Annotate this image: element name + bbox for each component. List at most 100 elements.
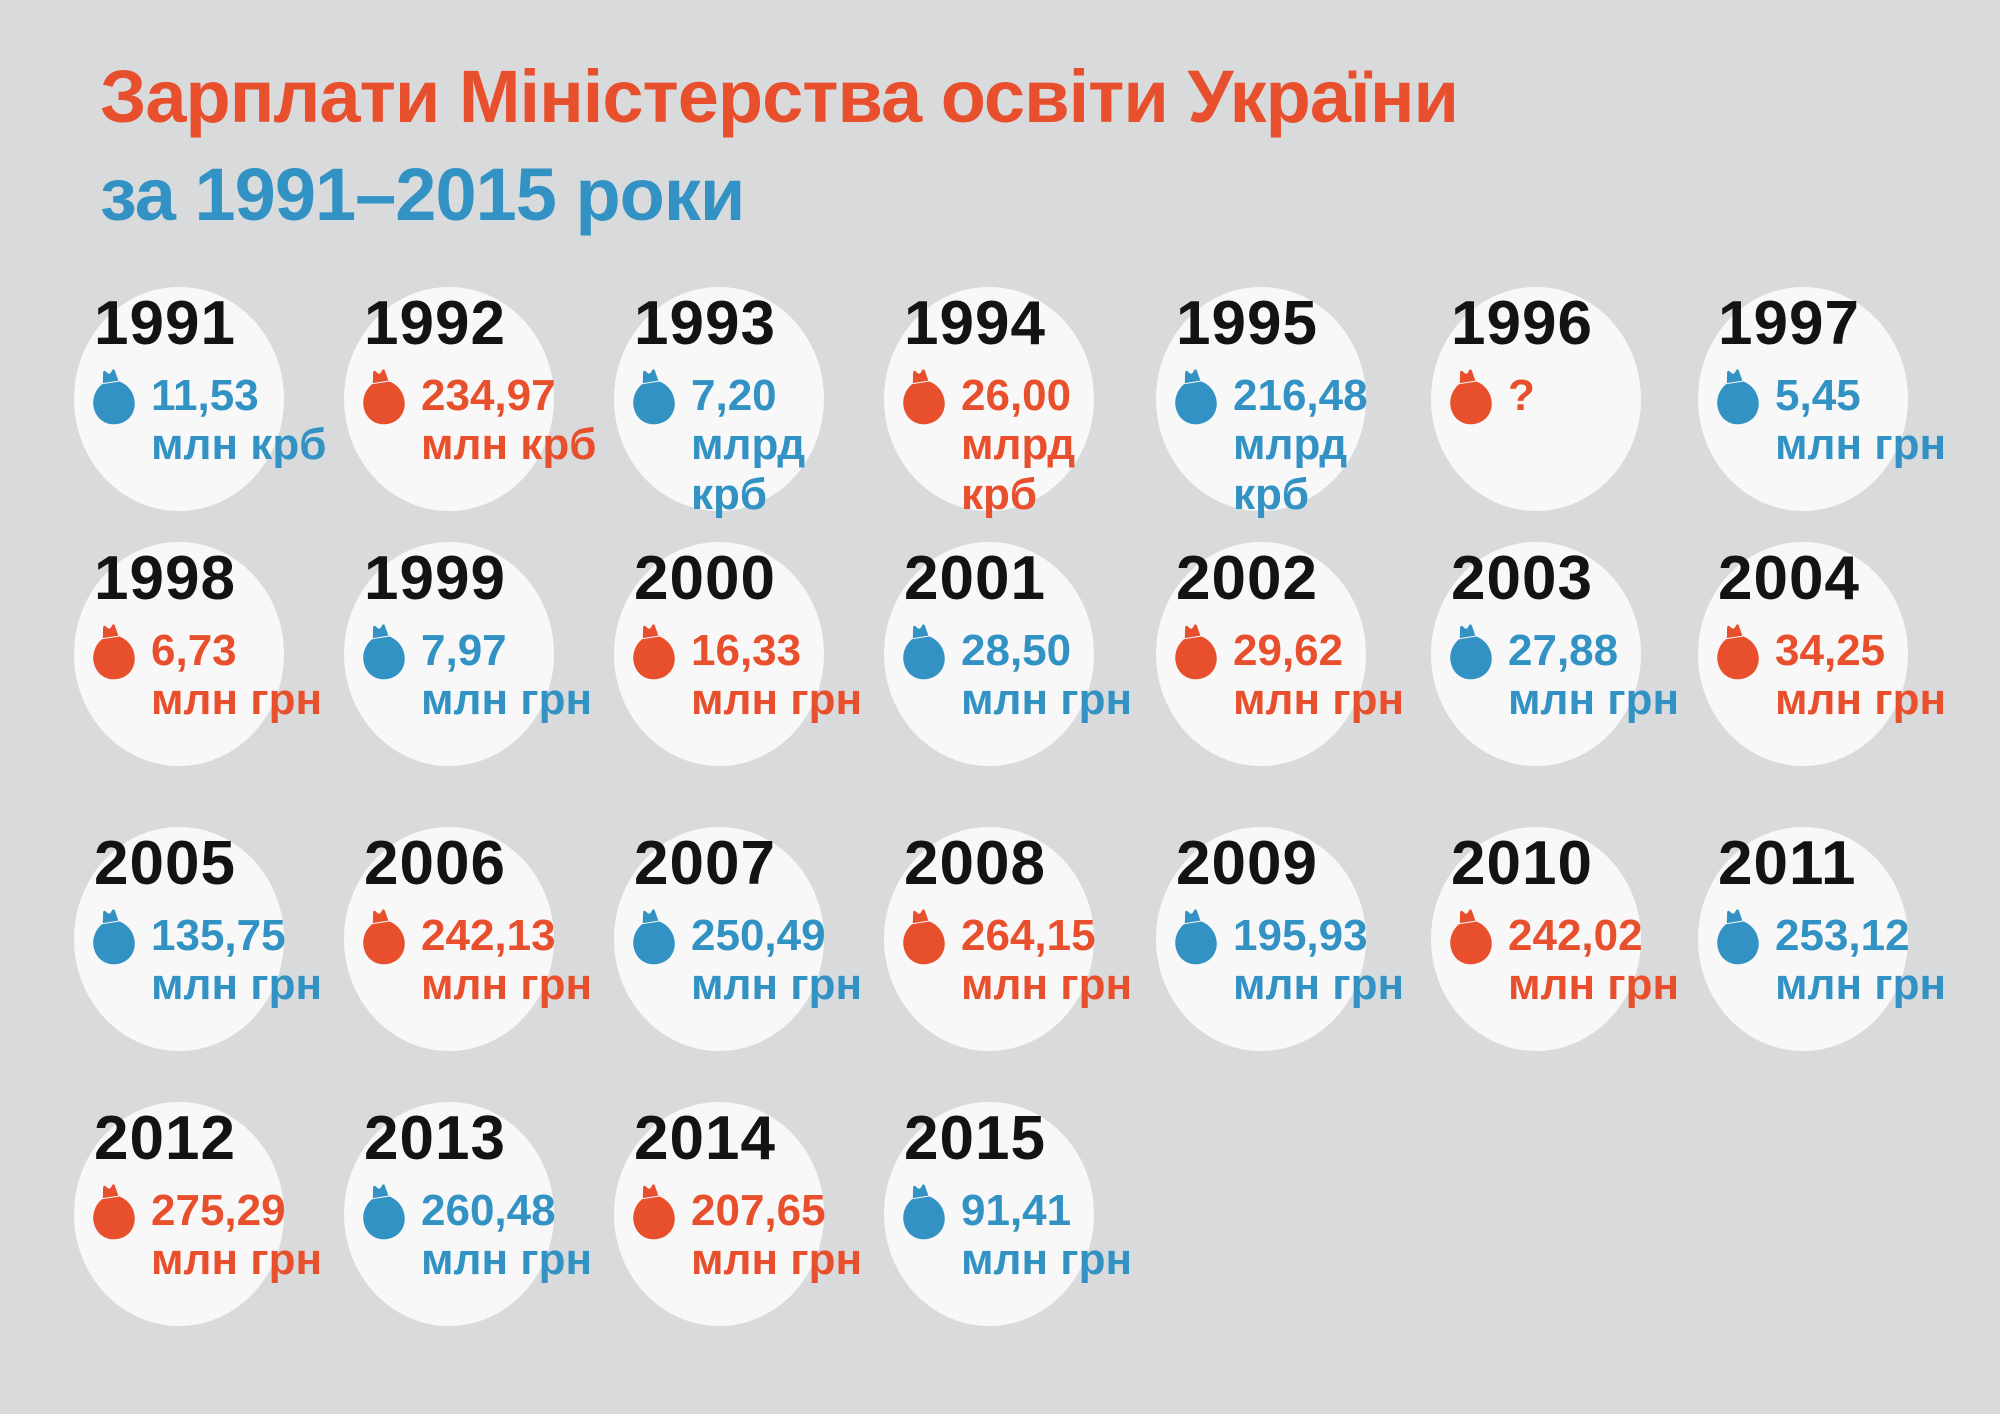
salary-unit: млрд: [691, 420, 806, 470]
salary-value: 91,41: [961, 1186, 1072, 1235]
year-label: 2009: [1176, 829, 1318, 898]
money-bag-icon: [1450, 909, 1492, 965]
salary-unit: млрд: [961, 420, 1076, 470]
salary-amount: 216,48 млрд крб: [1233, 371, 1368, 519]
salary-unit: млн грн: [151, 1235, 323, 1285]
salary-unit: млн грн: [421, 675, 593, 725]
salary-value: 216,48: [1233, 371, 1368, 420]
money-bag-icon: [903, 624, 945, 680]
year-card-2013: 2013 260,48 млн грн: [344, 1102, 628, 1378]
year-label: 2015: [904, 1104, 1046, 1173]
year-card-1993: 1993 7,20 млрд крб: [614, 287, 898, 563]
title-line-1: Зарплати Міністерства освіти України: [100, 55, 1459, 138]
year-label: 1994: [904, 289, 1046, 358]
money-bag-icon: [93, 1184, 135, 1240]
money-bag-icon: [363, 909, 405, 965]
year-card-2005: 2005 135,75 млн грн: [74, 827, 358, 1103]
money-bag-icon: [1450, 369, 1492, 425]
salary-value: 264,15: [961, 911, 1096, 960]
money-bag-icon: [93, 369, 135, 425]
salary-value-row: 135,75 млн грн: [88, 909, 358, 1010]
money-bag-icon: [633, 909, 675, 965]
infographic-title: Зарплати Міністерства освіти України за …: [100, 48, 1459, 243]
salary-unit: млрд: [1233, 420, 1348, 470]
salary-value: 11,53: [151, 371, 259, 420]
money-bag-icon: [633, 369, 675, 425]
salary-amount: 29,62 млн грн: [1233, 626, 1404, 725]
salary-unit: млн грн: [151, 960, 323, 1010]
salary-value-row: 11,53 млн крб: [88, 369, 358, 470]
salary-amount: 28,50 млн грн: [961, 626, 1132, 725]
year-card-2007: 2007 250,49 млн грн: [614, 827, 898, 1103]
salary-value-row: 250,49 млн грн: [628, 909, 898, 1010]
salary-value: 260,48: [421, 1186, 556, 1235]
year-card-2006: 2006 242,13 млн грн: [344, 827, 628, 1103]
year-card-1996: 1996?: [1431, 287, 1715, 563]
salary-value-row: 27,88 млн грн: [1445, 624, 1715, 725]
year-label: 2000: [634, 544, 776, 613]
salary-value-row: 264,15 млн грн: [898, 909, 1168, 1010]
salary-unit: млн крб: [151, 420, 327, 470]
year-card-1995: 1995 216,48 млрд крб: [1156, 287, 1440, 563]
salary-value-row: 91,41 млн грн: [898, 1184, 1168, 1285]
year-card-2000: 2000 16,33 млн грн: [614, 542, 898, 818]
salary-value: 207,65: [691, 1186, 826, 1235]
salary-unit: крб: [1233, 469, 1310, 519]
salary-value: 5,45: [1775, 371, 1861, 420]
year-label: 2002: [1176, 544, 1318, 613]
salary-amount: 91,41 млн грн: [961, 1186, 1132, 1285]
salary-amount: 207,65 млн грн: [691, 1186, 862, 1285]
salary-value-row: 28,50 млн грн: [898, 624, 1168, 725]
year-card-2008: 2008 264,15 млн грн: [884, 827, 1168, 1103]
year-label: 2007: [634, 829, 776, 898]
year-label: 1998: [94, 544, 236, 613]
money-bag-icon: [633, 1184, 675, 1240]
salary-amount: 5,45 млн грн: [1775, 371, 1946, 470]
salary-unit: млн грн: [1508, 675, 1680, 725]
salary-unit: млн грн: [691, 1235, 863, 1285]
salary-amount: ?: [1508, 371, 1535, 420]
salary-value: 26,00: [961, 371, 1072, 420]
salary-amount: 6,73 млн грн: [151, 626, 322, 725]
salary-unit: млн грн: [1775, 960, 1947, 1010]
money-bag-icon: [1175, 909, 1217, 965]
year-label: 2008: [904, 829, 1046, 898]
salary-value-row: 216,48 млрд крб: [1170, 369, 1440, 519]
salary-value-row: 5,45 млн грн: [1712, 369, 1982, 470]
year-card-1992: 1992 234,97 млн крб: [344, 287, 628, 563]
money-bag-icon: [1717, 369, 1759, 425]
year-label: 1997: [1718, 289, 1860, 358]
year-label: 2010: [1451, 829, 1593, 898]
year-card-1998: 1998 6,73 млн грн: [74, 542, 358, 818]
salary-value-row: 16,33 млн грн: [628, 624, 898, 725]
salary-amount: 27,88 млн грн: [1508, 626, 1679, 725]
money-bag-icon: [1450, 624, 1492, 680]
salary-value: ?: [1508, 371, 1535, 420]
year-label: 2006: [364, 829, 506, 898]
salary-amount: 7,97 млн грн: [421, 626, 592, 725]
money-bag-icon: [903, 909, 945, 965]
year-card-1991: 1991 11,53 млн крб: [74, 287, 358, 563]
salary-value-row: 253,12 млн грн: [1712, 909, 1982, 1010]
salary-amount: 250,49 млн грн: [691, 911, 862, 1010]
year-card-2002: 2002 29,62 млн грн: [1156, 542, 1440, 818]
year-card-2003: 2003 27,88 млн грн: [1431, 542, 1715, 818]
salary-value: 28,50: [961, 626, 1072, 675]
year-label: 2012: [94, 1104, 236, 1173]
year-card-2012: 2012 275,29 млн грн: [74, 1102, 358, 1378]
year-label: 2005: [94, 829, 236, 898]
year-card-1994: 1994 26,00 млрд крб: [884, 287, 1168, 563]
salary-amount: 242,02 млн грн: [1508, 911, 1679, 1010]
salary-value: 7,20: [691, 371, 777, 420]
year-card-2001: 2001 28,50 млн грн: [884, 542, 1168, 818]
year-label: 1996: [1451, 289, 1593, 358]
year-label: 1992: [364, 289, 506, 358]
year-label: 1995: [1176, 289, 1318, 358]
salary-amount: 195,93 млн грн: [1233, 911, 1404, 1010]
salary-amount: 11,53 млн крб: [151, 371, 326, 470]
salary-amount: 34,25 млн грн: [1775, 626, 1946, 725]
year-card-2015: 2015 91,41 млн грн: [884, 1102, 1168, 1378]
salary-unit: млн грн: [1233, 675, 1405, 725]
salary-value-row: 242,02 млн грн: [1445, 909, 1715, 1010]
salary-amount: 242,13 млн грн: [421, 911, 592, 1010]
